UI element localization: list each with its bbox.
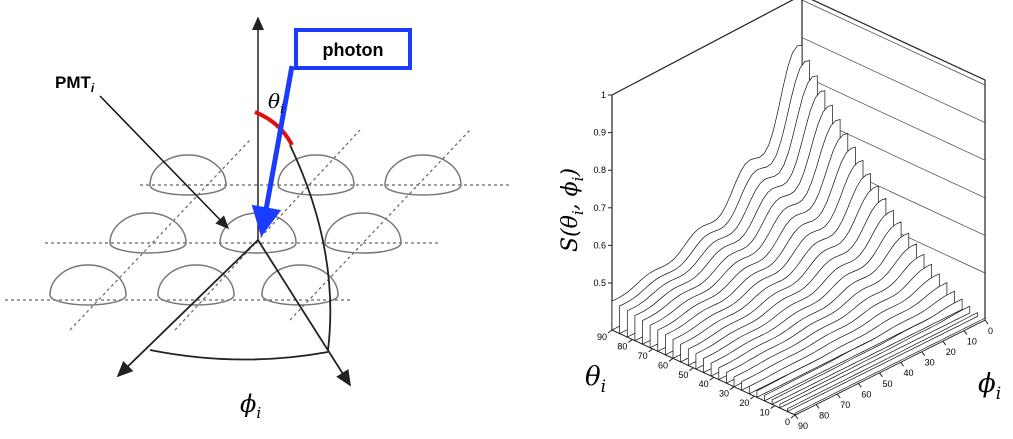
phi-tick: [858, 383, 861, 387]
phi-tick: [837, 394, 840, 398]
z-tick-label: 0.9: [593, 128, 606, 138]
theta-axis-label: θi: [585, 362, 606, 397]
pmts: [50, 155, 461, 305]
theta-main: θ: [585, 362, 601, 392]
phi-sub: i: [996, 384, 1001, 404]
phi-tick: [795, 415, 798, 419]
theta-tick-label: 90: [597, 332, 607, 342]
z-tick-label: 0.7: [593, 203, 606, 213]
z-tick-label: 1: [601, 90, 606, 100]
theta-tick: [649, 349, 653, 352]
theta-sub: i: [280, 102, 284, 117]
z-tick-label: 0.8: [593, 165, 606, 175]
right-plot: 0.5 0.6 0.7 0.8 0.9 1 90 80 70 60 50 40 30 20 10 0 0 10 20…: [593, 0, 993, 431]
theta-tick: [608, 330, 612, 333]
z-label-part: , ϕ: [558, 181, 583, 210]
phi-tick-label: 60: [861, 389, 871, 399]
theta-tick: [669, 358, 673, 361]
phi-axis-label: ϕi: [978, 369, 1001, 404]
theta-tick: [730, 387, 734, 390]
theta-tick: [689, 368, 693, 371]
phi-tick: [879, 373, 882, 377]
grid-line: [802, 0, 985, 85]
z-tick-label: 0.5: [593, 278, 606, 288]
photon-label: photon: [323, 40, 384, 60]
phi-tick: [816, 404, 819, 408]
theta-tick-label: 60: [658, 360, 668, 370]
theta-main: θ: [268, 89, 280, 113]
phi-tick-label: 70: [840, 400, 850, 410]
theta-tick-label: 80: [617, 341, 627, 351]
phi-tick-label: 80: [819, 410, 829, 420]
pmt-main: PMT: [55, 73, 92, 92]
phi-tick-label: 10: [967, 337, 977, 347]
phi-main: ϕ: [978, 369, 996, 399]
phi-tick: [943, 341, 946, 345]
theta-label: θi: [268, 89, 284, 117]
theta-tick-label: 0: [785, 417, 790, 427]
phi-sub: i: [256, 404, 261, 422]
z-label-part: S(θ: [558, 215, 583, 252]
phi-label: ϕi: [240, 390, 261, 422]
theta-tick: [710, 377, 714, 380]
phi-tick-label: 0: [988, 326, 993, 336]
phi-tick: [922, 352, 925, 356]
phi-tick: [964, 331, 967, 335]
theta-tick-label: 70: [638, 351, 648, 361]
phi-tick-label: 20: [946, 347, 956, 357]
theta-tick-label: 40: [699, 379, 709, 389]
phi-tick-label: 90: [798, 421, 808, 431]
phi-main: ϕ: [240, 390, 256, 418]
phi-tick: [985, 320, 988, 324]
theta-tick: [771, 406, 775, 409]
phi-tick-label: 30: [925, 358, 935, 368]
phi-tick-label: 50: [882, 379, 892, 389]
pmt-sub: i: [91, 81, 95, 95]
theta-tick-label: 30: [719, 389, 729, 399]
figure: photon PMTi θi ϕi 0.50.60.70.80.91908070…: [0, 0, 1013, 439]
theta-tick: [750, 396, 754, 399]
theta-tick: [628, 339, 632, 342]
theta-tick-label: 20: [739, 398, 749, 408]
z-label: S(θi, ϕi): [558, 168, 587, 252]
z-tick-label: 0.6: [593, 240, 606, 250]
phi-tick-label: 40: [904, 368, 914, 378]
z-label-part: ): [558, 168, 583, 178]
theta-tick-label: 10: [760, 408, 770, 418]
theta-sub: i: [601, 377, 606, 397]
phi-tick: [901, 362, 904, 366]
pmt-label: PMTi: [55, 73, 95, 95]
theta-tick-label: 50: [678, 370, 688, 380]
theta-tick: [791, 415, 795, 418]
